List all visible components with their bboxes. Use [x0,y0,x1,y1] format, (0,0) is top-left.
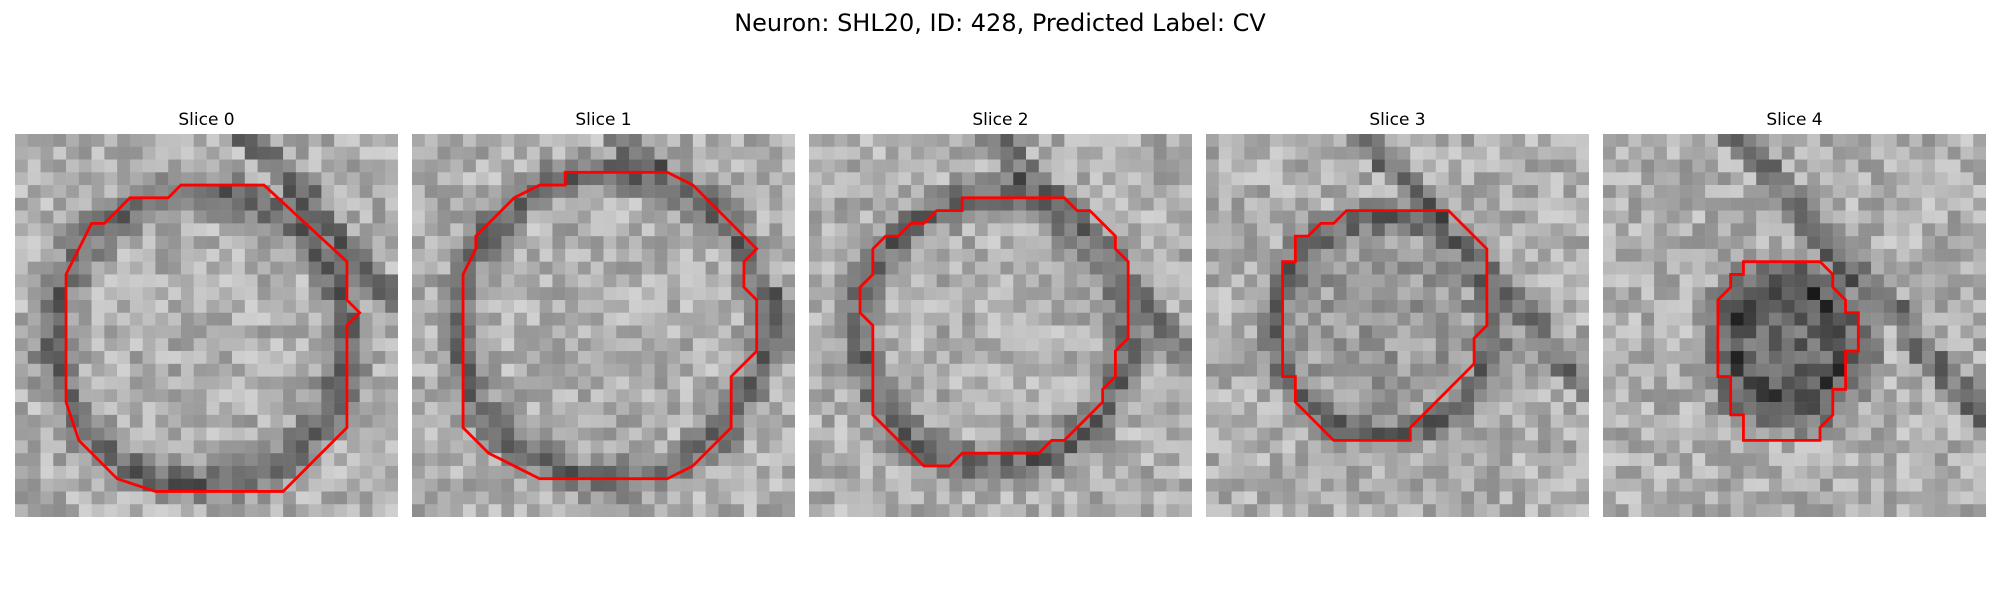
slice-image [15,134,398,517]
vesicle-contour [461,170,759,481]
slice-title: Slice 1 [575,110,632,130]
slice-title: Slice 3 [1369,110,1426,130]
slice-image [1603,134,1986,517]
slice-image [412,134,795,517]
em-pixel-grid [1206,134,1589,517]
vesicle-contour [1281,209,1489,442]
em-pixel-grid [1603,134,1986,517]
slice-title: Slice 4 [1766,110,1823,130]
vesicle-contour [1716,260,1860,442]
figure-title: Neuron: SHL20, ID: 428, Predicted Label:… [734,9,1266,37]
slice-title: Slice 2 [972,110,1029,130]
vesicle-contour [64,183,362,493]
em-pixel-grid [412,134,795,517]
slice-image [809,134,1192,517]
vesicle-contour [858,196,1130,468]
em-pixel-grid [809,134,1192,517]
slice-title: Slice 0 [178,110,235,130]
em-pixel-grid [15,134,398,517]
slice-image [1206,134,1589,517]
